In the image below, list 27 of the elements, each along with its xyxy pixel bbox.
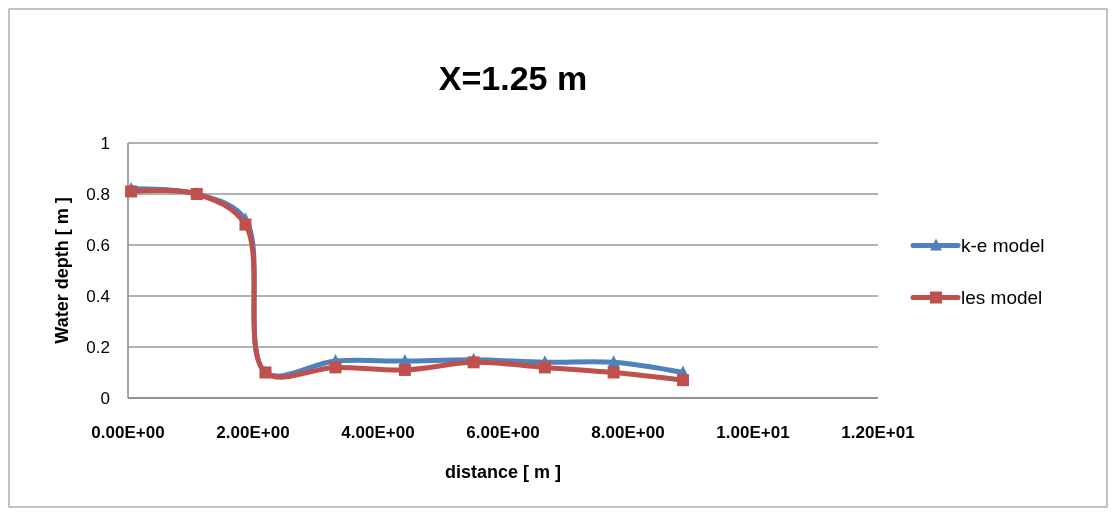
x-tick-label: 0.00E+00	[91, 423, 165, 442]
legend-label: les model	[961, 287, 1043, 309]
x-axis-title: distance [ m ]	[444, 462, 562, 482]
point	[538, 361, 551, 374]
point	[125, 185, 138, 198]
point	[677, 374, 689, 387]
point	[398, 363, 411, 376]
legend-label: k-e model	[961, 235, 1045, 257]
y-tick-label: 0.2	[86, 337, 110, 357]
y-tick-label: 0.4	[86, 286, 110, 306]
x-tick-label: 1.00E+01	[716, 423, 790, 442]
chart-title: X=1.25 m	[438, 59, 588, 97]
x-tick-label: 6.00E+00	[466, 423, 540, 442]
y-axis-title: Water depth [ m ]	[52, 197, 72, 344]
x-tick-label: 8.00E+00	[591, 423, 665, 442]
x-tick-label: 1.20E+01	[841, 423, 915, 442]
y-tick-label: 0.8	[86, 184, 110, 204]
y-tick-label: 1	[100, 133, 110, 153]
point	[329, 361, 342, 374]
point	[239, 218, 252, 231]
point	[467, 356, 480, 369]
x-tick-label: 2.00E+00	[216, 423, 290, 442]
y-tick-label: 0	[100, 388, 110, 408]
point	[607, 366, 620, 379]
x-tick-label: 4.00E+00	[341, 423, 415, 442]
point	[607, 355, 620, 368]
y-tick-label: 0.6	[86, 235, 110, 255]
